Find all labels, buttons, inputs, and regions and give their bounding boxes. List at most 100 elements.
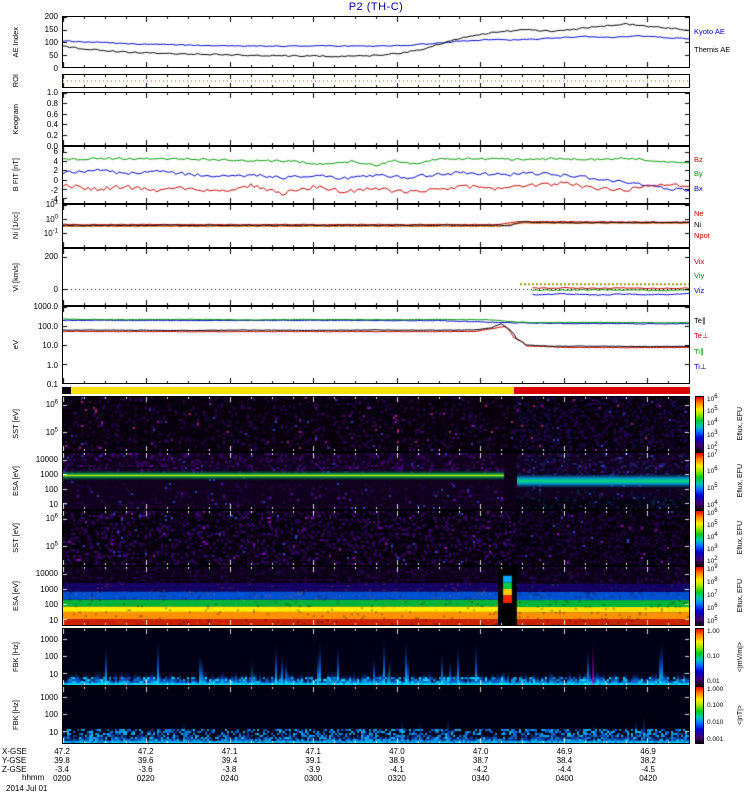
colorbar-unit-wrap-sst_e: Eflux, EFU: [732, 510, 748, 566]
time-tick-label: 0400: [555, 774, 574, 783]
colorbar-unit-label-esa_i: Eflux, EFU: [736, 464, 744, 498]
series-label-Ti: Ti∥: [694, 346, 704, 356]
ephemeris-value: -4.2: [473, 765, 488, 774]
ephemeris-value: 47.2: [54, 747, 70, 756]
colorbar-tick-label: 107: [707, 449, 718, 459]
colorbar-tick-label: 102: [707, 441, 718, 451]
ylabel-wrap-keo: Keogram: [2, 92, 28, 146]
colorbar-unit-label-sst_e: Eflux, EFU: [736, 521, 744, 555]
colorbar-unit-label-esa_e: Eflux, EFU: [736, 579, 744, 613]
time-tick-label: 0200: [53, 774, 71, 783]
y-tick-label: 105: [45, 541, 58, 552]
colorbar-tick-label: 106: [707, 602, 718, 612]
ephemeris-value: 38.7: [472, 756, 489, 765]
y-tick-label: 0.8: [46, 98, 58, 108]
colorbar-tick-label: 106: [707, 466, 718, 476]
spectrogram-canvas-fbk_e: [63, 629, 689, 685]
series-label-By: By: [694, 169, 703, 178]
mode-bar: [62, 387, 690, 394]
y-axis-label-fbk_b: FBK [Hz]: [10, 699, 20, 730]
y-axis-label-ae: AE Index: [10, 26, 20, 58]
ylabel-wrap-roi: ROI: [2, 74, 28, 88]
y-tick-label: 150: [44, 25, 58, 34]
y-tick-label: 10: [49, 727, 58, 737]
y-tick-label: 1000: [40, 634, 58, 644]
y-tick-label: 0.2: [46, 131, 58, 141]
y-axis-label-vi: Vi [km/s]: [10, 262, 20, 292]
y-tick-label: 1000: [40, 692, 58, 702]
colorbar-unit-wrap-sst_i: Eflux, EFU: [732, 396, 748, 452]
y-tick-label: 4: [53, 156, 58, 166]
colorbar-fbk_b: [695, 686, 704, 744]
ephemeris-value: -3.4: [55, 765, 69, 774]
ephemeris-value: 39.4: [221, 756, 238, 765]
y-tick-label: 10.0: [42, 341, 58, 350]
ylabel-wrap-bfit: B FIT [nT]: [2, 146, 28, 204]
colorbar-tick-label: 0.001: [707, 735, 724, 743]
y-axis-label-esa_e: ESA [eV]: [10, 580, 20, 612]
panel-temp: [62, 306, 690, 384]
line-canvas-keo: [63, 93, 689, 145]
ephemeris-value: 46.9: [640, 747, 656, 756]
colorbar-unit-wrap-fbk_e: <|mV/m|>: [732, 628, 748, 686]
ephemeris-value: 47.0: [472, 747, 489, 756]
ylabel-wrap-esa_e: ESA [eV]: [2, 566, 28, 626]
y-tick-label: 100: [44, 652, 58, 662]
y-tick-label: 105: [45, 427, 58, 438]
line-canvas-vi: [63, 249, 689, 305]
y-tick-label: 100.0: [37, 321, 58, 331]
colorbar-tick-label: 104: [707, 417, 718, 427]
y-tick-label: 0.0: [46, 142, 58, 151]
panel-fbk_e: [62, 628, 690, 686]
mode-bar-segment: [514, 387, 690, 394]
y-tick-label: 2: [53, 166, 58, 176]
mode-bar-segment: [71, 387, 515, 394]
line-canvas-roi: [63, 75, 689, 87]
colorbar-unit-label-fbk_b: <|nT|>: [736, 705, 744, 725]
series-label-Ne: Ne: [694, 209, 704, 218]
ylabel-wrap-sst_e: SST [eV]: [2, 510, 28, 566]
time-tick-label: 0220: [136, 774, 155, 783]
y-tick-label: 100: [45, 214, 58, 224]
y-tick-label: -4: [50, 195, 58, 205]
ephemeris-value: -4.1: [389, 765, 404, 774]
ephemeris-value: 47.1: [221, 747, 238, 756]
series-label-KyotoAE: Kyoto AE: [694, 27, 725, 37]
colorbar-tick-label: 0.01: [707, 677, 720, 685]
panel-sst_e: [62, 510, 690, 566]
spectrogram-canvas-esa_i: [63, 453, 689, 509]
panel-fbk_b: [62, 686, 690, 744]
colorbar-fbk_e: [695, 628, 704, 686]
colorbar-tick-label: 106: [707, 393, 718, 403]
plot-title: P2 (TH-C): [348, 1, 404, 13]
y-tick-label: 50: [49, 51, 58, 60]
line-canvas-ni: [63, 205, 689, 247]
date-label: 2014 Jul 01: [6, 784, 48, 793]
colorbar-tick-label: 103: [707, 429, 718, 439]
colorbar-tick-label: 105: [707, 482, 718, 492]
time-tick-label: 0240: [220, 774, 239, 783]
y-tick-label: 1000.0: [33, 302, 58, 311]
colorbar-tick-label: 102: [707, 555, 718, 565]
y-tick-label: 10: [49, 500, 58, 509]
y-tick-label: 0: [53, 285, 58, 295]
colorbar-tick-label: 106: [707, 507, 718, 517]
y-tick-label: 10: [49, 615, 58, 625]
y-tick-label: 106: [45, 513, 58, 524]
panel-vi: [62, 248, 690, 306]
y-axis-label-sst_e: SST [eV]: [10, 523, 20, 553]
line-canvas-ae: [63, 17, 689, 67]
colorbar-tick-label: 108: [707, 576, 718, 586]
ephemeris-value: 38.2: [640, 756, 656, 765]
y-tick-label: 0.6: [46, 109, 58, 119]
ephemeris-row-label: Y-GSE: [2, 756, 27, 765]
spectrogram-canvas-sst_i: [63, 397, 689, 451]
spectrogram-canvas-sst_e: [63, 511, 689, 565]
y-axis-label-keo: Keogram: [10, 103, 20, 135]
y-tick-label: 1000: [40, 470, 58, 480]
y-tick-label: 106: [45, 399, 58, 410]
y-tick-label: 6: [53, 146, 58, 156]
y-tick-label: 10000: [35, 455, 58, 465]
line-canvas-bfit: [63, 147, 689, 203]
